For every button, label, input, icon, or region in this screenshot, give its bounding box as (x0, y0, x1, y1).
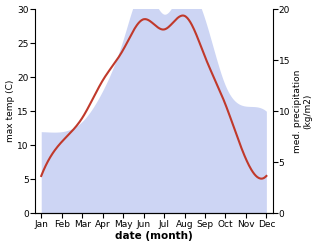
X-axis label: date (month): date (month) (115, 231, 193, 242)
Y-axis label: med. precipitation
(kg/m2): med. precipitation (kg/m2) (293, 70, 313, 153)
Y-axis label: max temp (C): max temp (C) (5, 80, 15, 143)
